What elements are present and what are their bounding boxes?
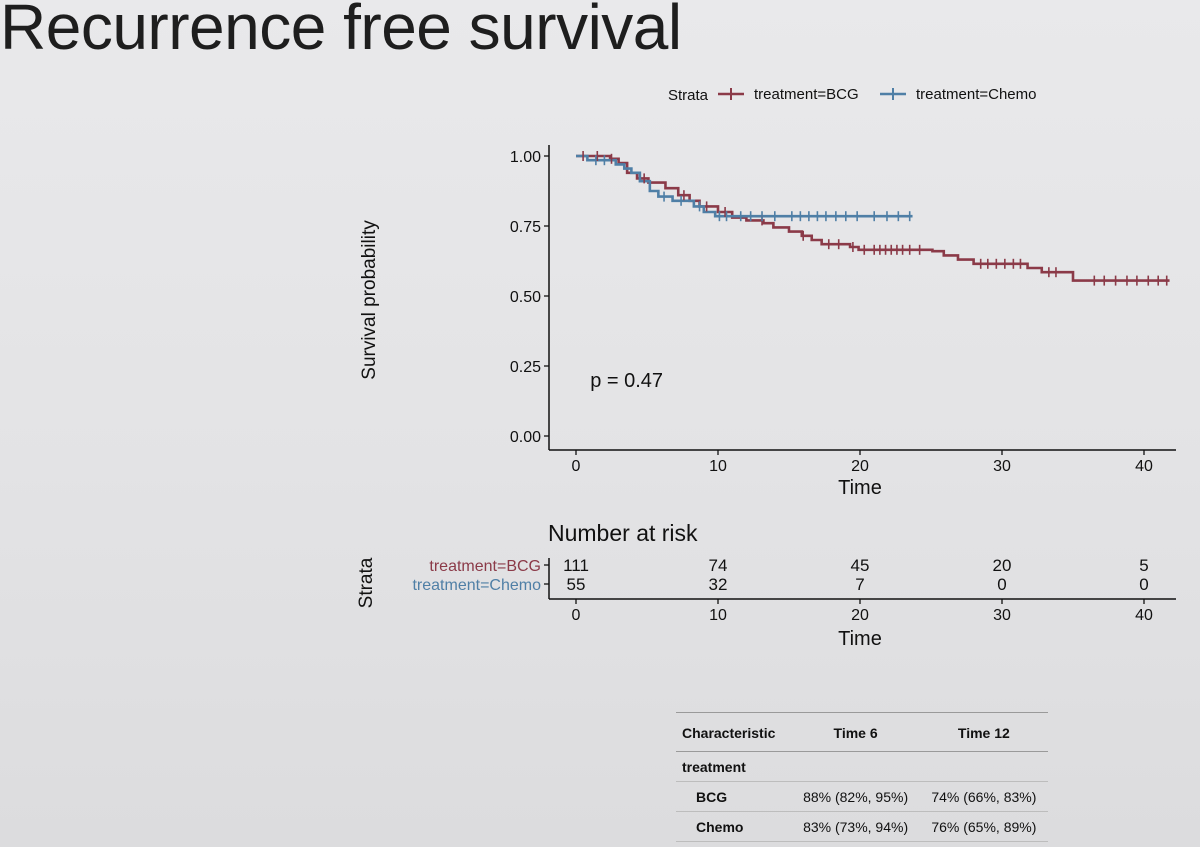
summary-row-label: BCG bbox=[676, 781, 792, 812]
risk-x-tick-label: 20 bbox=[851, 607, 869, 624]
summary-header-time12: Time 12 bbox=[919, 712, 1048, 752]
risk-count: 0 bbox=[1139, 575, 1148, 594]
y-axis-label: Survival probability bbox=[359, 220, 380, 380]
legend: Strata treatment=BCG treatment=Chemo bbox=[668, 86, 1036, 104]
km-curve-bcg bbox=[576, 154, 1170, 282]
summary-row-bcg: BCG 88% (82%, 95%) 74% (66%, 83%) bbox=[676, 781, 1048, 812]
summary-header-characteristic: Characteristic bbox=[676, 712, 792, 752]
summary-cell-time6: 88% (82%, 95%) bbox=[791, 781, 920, 812]
summary-header-row: Characteristic Time 6 Time 12 bbox=[676, 712, 1048, 752]
risk-table-title: Number at risk bbox=[548, 520, 698, 546]
summary-group-label: treatment bbox=[676, 751, 792, 782]
risk-count: 7 bbox=[855, 575, 864, 594]
x-axis-label: Time bbox=[838, 477, 882, 499]
risk-count: 45 bbox=[851, 556, 870, 575]
y-tick-label: 1.00 bbox=[510, 149, 541, 166]
summary-header-time6: Time 6 bbox=[791, 712, 920, 752]
risk-row-label: treatment=Chemo bbox=[412, 577, 541, 594]
x-tick-label: 10 bbox=[709, 458, 727, 475]
risk-x-tick-label: 30 bbox=[993, 607, 1011, 624]
risk-table: Number at risk Strata Time treatment=BCG… bbox=[356, 520, 1176, 650]
x-tick-label: 30 bbox=[993, 458, 1011, 475]
legend-label: treatment=BCG bbox=[754, 86, 859, 103]
summary-cell-time12: 76% (65%, 89%) bbox=[919, 811, 1048, 842]
survival-summary-table: Characteristic Time 6 Time 12 treatment … bbox=[676, 712, 1048, 842]
risk-row-label: treatment=BCG bbox=[429, 558, 541, 575]
risk-count: 55 bbox=[567, 575, 586, 594]
summary-group-row: treatment bbox=[676, 751, 1048, 782]
risk-x-tick-label: 0 bbox=[572, 607, 581, 624]
summary-cell-time6: 83% (73%, 94%) bbox=[791, 811, 920, 842]
risk-count: 5 bbox=[1139, 556, 1148, 575]
risk-count: 111 bbox=[563, 556, 589, 575]
y-tick-label: 0.00 bbox=[510, 429, 541, 446]
summary-row-chemo: Chemo 83% (73%, 94%) 76% (65%, 89%) bbox=[676, 811, 1048, 842]
km-plot: Survival probability Time 0.00 0.25 0.50 0.… bbox=[359, 145, 1176, 499]
summary-row-label: Chemo bbox=[676, 811, 792, 842]
p-value-annotation: p = 0.47 bbox=[590, 370, 663, 392]
risk-x-tick-label: 40 bbox=[1135, 607, 1153, 624]
risk-table-x-label: Time bbox=[838, 628, 882, 650]
x-tick-label: 40 bbox=[1135, 458, 1153, 475]
risk-count: 74 bbox=[709, 556, 728, 575]
x-tick-label: 0 bbox=[572, 458, 581, 475]
risk-count: 20 bbox=[993, 556, 1012, 575]
legend-title: Strata bbox=[668, 87, 709, 104]
x-tick-label: 20 bbox=[851, 458, 869, 475]
risk-count: 32 bbox=[709, 575, 728, 594]
slide-title: Recurrence free survival bbox=[0, 0, 682, 63]
risk-x-tick-label: 10 bbox=[709, 607, 727, 624]
y-tick-label: 0.50 bbox=[510, 289, 541, 306]
risk-table-y-label: Strata bbox=[356, 557, 377, 608]
risk-count: 0 bbox=[997, 575, 1006, 594]
legend-label: treatment=Chemo bbox=[916, 86, 1036, 103]
y-tick-label: 0.75 bbox=[510, 219, 541, 236]
y-tick-label: 0.25 bbox=[510, 359, 541, 376]
summary-cell-time12: 74% (66%, 83%) bbox=[919, 781, 1048, 812]
km-curve-chemo bbox=[576, 154, 913, 218]
